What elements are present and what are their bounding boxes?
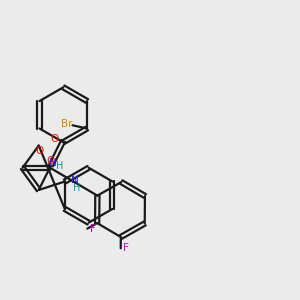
Text: F: F (123, 243, 129, 253)
Text: F: F (89, 224, 95, 234)
Text: N: N (49, 158, 56, 169)
Text: Br: Br (61, 119, 73, 129)
Text: H: H (56, 161, 64, 171)
Text: O: O (50, 134, 58, 144)
Text: H: H (73, 182, 80, 193)
Text: O: O (35, 146, 44, 156)
Text: O: O (46, 156, 54, 166)
Text: N: N (71, 175, 79, 185)
